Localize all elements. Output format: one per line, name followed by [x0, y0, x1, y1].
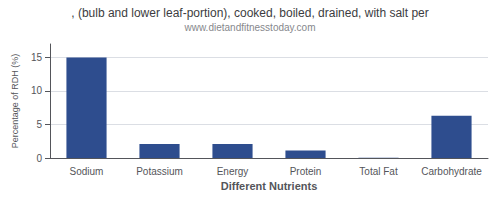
svg-text:Energy: Energy — [217, 166, 249, 177]
svg-text:0: 0 — [36, 153, 42, 164]
svg-text:Potassium: Potassium — [136, 166, 183, 177]
svg-text:15: 15 — [31, 52, 43, 63]
svg-text:www.dietandfitnesstoday.com: www.dietandfitnesstoday.com — [184, 22, 316, 33]
svg-text:Protein: Protein — [290, 166, 322, 177]
svg-text:Sodium: Sodium — [70, 166, 104, 177]
svg-text:Total Fat: Total Fat — [359, 166, 398, 177]
svg-text:Different Nutrients: Different Nutrients — [221, 180, 318, 192]
svg-text:, (bulb and lower leaf-portion: , (bulb and lower leaf-portion), cooked,… — [71, 6, 429, 20]
svg-text:Carbohydrate: Carbohydrate — [421, 166, 482, 177]
svg-text:5: 5 — [36, 119, 42, 130]
svg-text:Percentage of RDH (%): Percentage of RDH (%) — [10, 54, 20, 149]
svg-text:10: 10 — [31, 85, 43, 96]
